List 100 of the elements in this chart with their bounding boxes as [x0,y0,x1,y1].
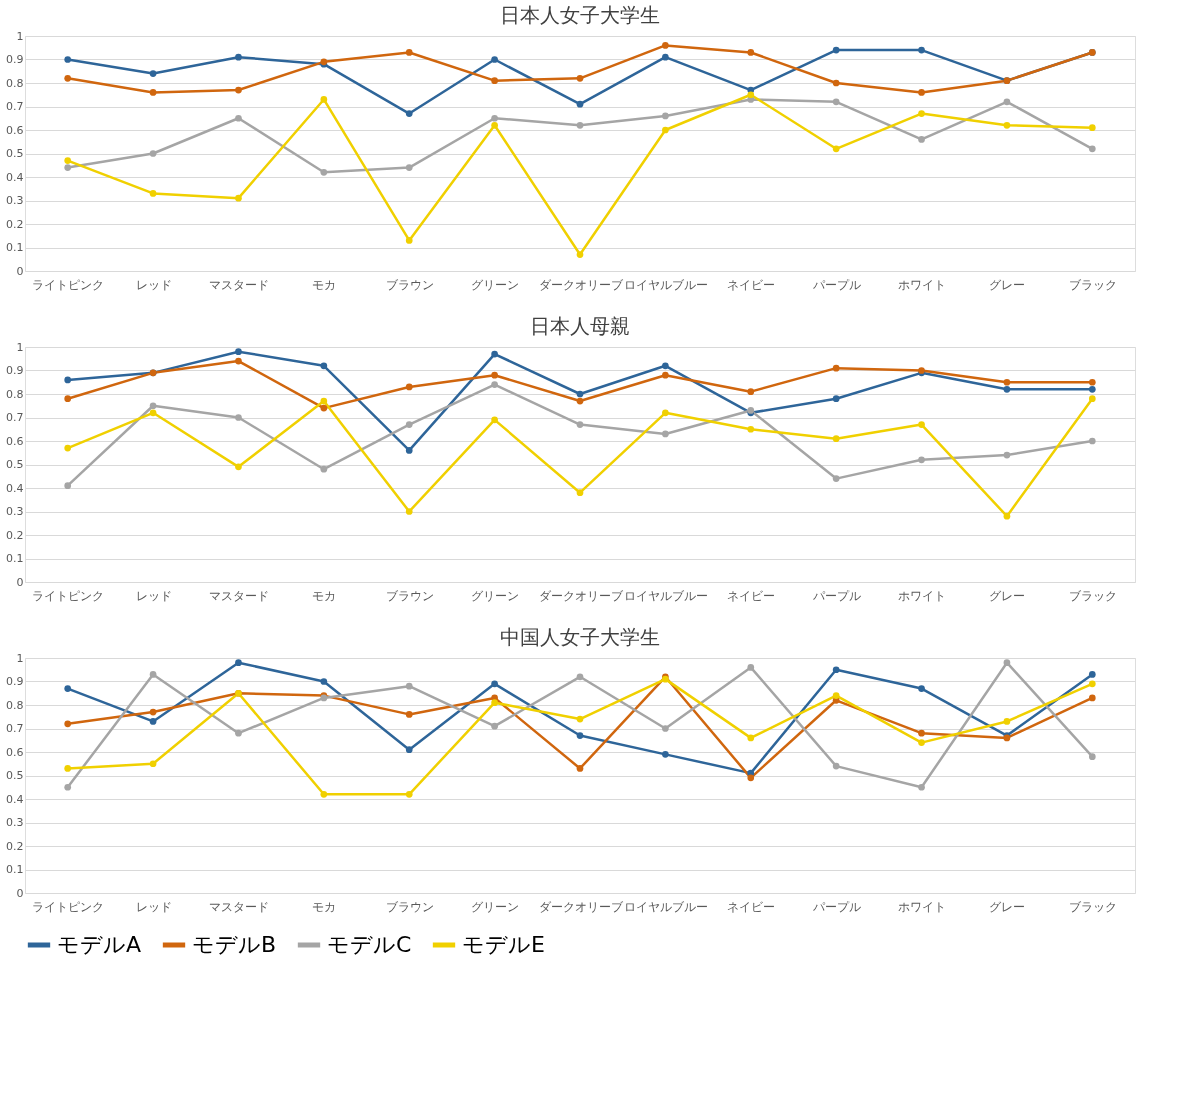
x-tick-label: ライトピンク [32,277,105,292]
point [747,664,755,671]
y-tick-label: 0.7 [6,722,24,735]
point [235,414,242,421]
chart-title: 日本人母親 [530,314,630,338]
x-tick-label: グレー [989,277,1026,292]
point [149,150,157,157]
x-tick-label: マスタード [208,588,269,603]
point [491,381,498,388]
point [662,126,669,134]
point [405,164,413,171]
point [832,475,840,482]
point [832,666,840,674]
point [405,237,413,244]
point [235,357,242,365]
point [491,56,498,63]
point [320,790,328,798]
point [320,465,328,473]
y-tick-label: 1 [16,29,24,43]
x-tick-label: ホワイト [898,899,947,914]
y-tick-label: 0.7 [6,100,24,113]
point [576,100,584,108]
y-tick-label: 0 [16,264,24,278]
point [662,42,669,49]
point [320,168,328,176]
point [235,194,242,202]
x-tick-label: モカ [312,277,337,292]
x-tick-label: ブラウン [385,277,434,292]
y-tick-label: 0.8 [6,698,24,712]
point [320,96,328,103]
x-tick-label: ネイビー [727,899,776,914]
y-tick-label: 0.6 [6,745,24,759]
point [1003,378,1011,386]
chart-title: 日本人女子大学生 [500,3,660,27]
point [491,699,498,706]
point [149,671,157,678]
point [576,121,584,129]
y-tick-label: 0.5 [6,458,24,471]
point [405,790,413,798]
y-tick-label: 1 [16,340,24,354]
point [1088,385,1096,393]
point [149,402,157,410]
y-tick-label: 0.6 [6,434,24,448]
y-tick-label: 0.2 [6,839,24,853]
point [149,70,157,77]
point [832,364,840,372]
x-tick-label: ライトピンク [32,899,105,914]
y-tick-label: 0.1 [6,863,24,876]
point [1088,437,1096,445]
point [64,164,72,171]
point [149,409,157,417]
x-tick-label: グレー [989,588,1026,603]
point [747,388,755,395]
y-tick-label: 0.1 [6,241,24,254]
point [918,46,925,54]
point [235,86,242,94]
point [1003,512,1011,520]
legend-label: モデルA [57,932,142,957]
x-tick-label: パープル [811,899,861,914]
point [235,53,242,61]
point [1088,145,1096,153]
point [832,145,840,153]
y-tick-label: 0.4 [6,170,24,184]
y-tick-label: 0.3 [6,194,24,207]
x-tick-label: パープル [811,588,861,603]
point [832,98,840,106]
point [405,383,413,391]
point [64,444,72,452]
y-tick-label: 0.8 [6,76,24,90]
point [918,729,925,737]
legend-label: モデルB [192,932,277,957]
point [149,760,157,768]
point [832,395,840,403]
x-tick-label: グリーン [471,277,520,292]
point [662,112,669,120]
y-tick-label: 0.5 [6,147,24,160]
y-tick-label: 0.1 [6,552,24,565]
point [64,395,72,403]
point [918,685,925,692]
point [1088,124,1096,131]
point [1088,378,1096,386]
y-tick-label: 0.2 [6,528,24,542]
point [64,482,72,489]
point [747,49,755,56]
point [405,49,413,56]
x-tick-label: モカ [312,899,337,914]
point [662,725,669,732]
x-tick-label: ダークオリーブ [538,277,624,292]
point [918,739,925,746]
x-tick-label: ネイビー [727,277,776,292]
point [576,715,584,723]
point [235,114,242,122]
point [747,91,755,99]
x-tick-label: ブラック [1068,899,1117,914]
point [576,397,584,405]
point [64,685,72,692]
point [149,718,157,725]
chart-title: 中国人女子大学生 [500,625,660,649]
point [662,430,669,438]
point [918,110,925,117]
